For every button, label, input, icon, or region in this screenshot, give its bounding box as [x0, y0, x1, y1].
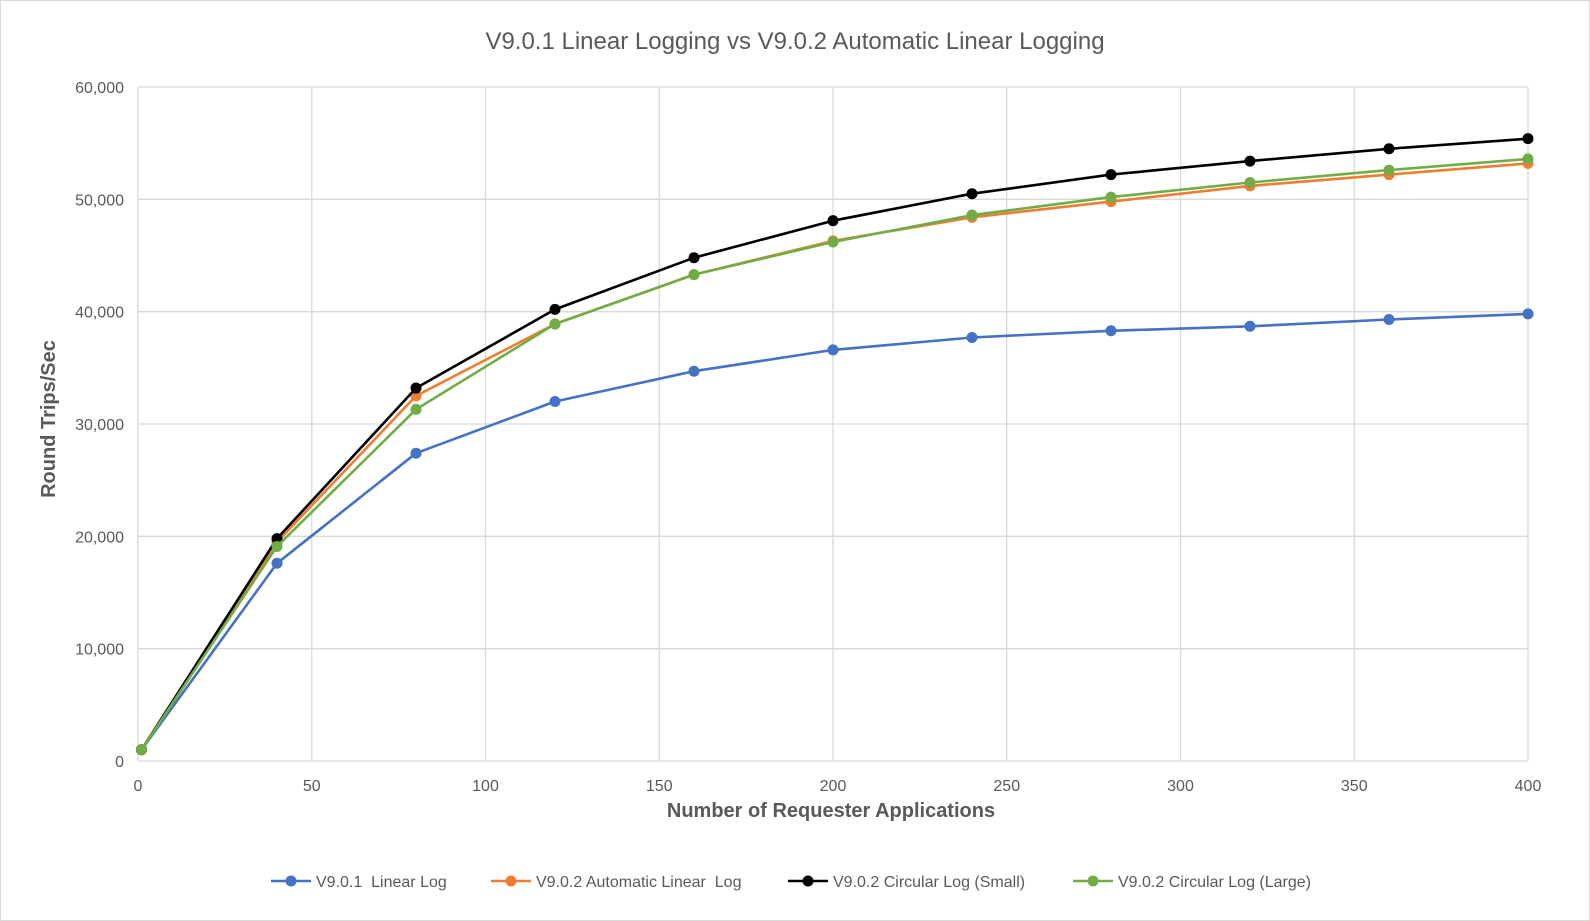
- legend-label: V9.0.2 Automatic Linear Log: [536, 874, 741, 891]
- data-point: [271, 540, 283, 552]
- data-point: [1244, 176, 1256, 188]
- series-line: [140, 312, 1529, 751]
- y-tick-label: 10,000: [75, 642, 124, 659]
- series-line: [140, 137, 1529, 751]
- x-tick-label: 100: [472, 778, 499, 795]
- series-0: [135, 308, 1534, 756]
- data-point: [410, 390, 422, 402]
- series-2: [135, 133, 1534, 756]
- data-point: [1244, 155, 1256, 167]
- data-point: [1105, 325, 1117, 337]
- data-point: [271, 557, 283, 569]
- series-line: [140, 157, 1529, 751]
- series-line: [140, 162, 1529, 751]
- x-tick-label: 0: [134, 778, 143, 795]
- y-axis-label: Round Trips/Sec: [38, 340, 60, 498]
- data-point: [827, 344, 839, 356]
- x-tick-label: 150: [646, 778, 673, 795]
- x-tick-label: 350: [1341, 778, 1368, 795]
- legend-label: V9.0.2 Circular Log (Small): [833, 874, 1025, 891]
- data-point: [1522, 308, 1534, 320]
- x-axis-label: Number of Requester Applications: [667, 800, 995, 822]
- series-3: [135, 153, 1534, 756]
- data-point: [271, 533, 283, 545]
- data-point: [1522, 153, 1534, 165]
- data-point: [966, 332, 978, 344]
- data-point: [688, 365, 700, 377]
- data-point: [410, 382, 422, 394]
- data-point: [549, 303, 561, 315]
- legend-label: V9.0.1 Linear Log: [316, 874, 447, 891]
- data-point: [549, 318, 561, 330]
- data-point: [1522, 133, 1534, 145]
- data-point: [827, 215, 839, 227]
- x-tick-label: 200: [820, 778, 847, 795]
- data-point: [966, 209, 978, 221]
- legend-marker: [285, 875, 297, 887]
- data-point: [1383, 164, 1395, 176]
- legend: V9.0.1 Linear Log V9.0.2 Automatic Linear…: [271, 874, 1311, 891]
- y-tick-label: 30,000: [75, 417, 124, 434]
- legend-item-0: V9.0.1 Linear Log: [271, 874, 447, 891]
- chart-title: V9.0.1 Linear Logging vs V9.0.2 Automati…: [485, 28, 1104, 55]
- y-axis-ticks: 0 10,000 20,000 30,000 40,000 50,000 60,000: [75, 80, 124, 771]
- x-tick-label: 50: [303, 778, 321, 795]
- legend-item-3: V9.0.2 Circular Log (Large): [1073, 874, 1311, 891]
- data-point: [135, 744, 147, 756]
- data-point: [1105, 169, 1117, 181]
- x-tick-label: 300: [1167, 778, 1194, 795]
- x-axis-ticks: 0 50 100 150 200 250 300 350 400: [134, 778, 1542, 795]
- data-point: [966, 188, 978, 200]
- data-point: [410, 447, 422, 459]
- legend-item-2: V9.0.2 Circular Log (Small): [788, 874, 1025, 891]
- legend-marker: [802, 875, 814, 887]
- y-tick-label: 60,000: [75, 80, 124, 97]
- legend-label: V9.0.2 Circular Log (Large): [1118, 874, 1311, 891]
- gridlines: [137, 86, 1529, 762]
- data-point: [1105, 191, 1117, 203]
- y-tick-label: 0: [115, 754, 124, 771]
- series-1: [135, 157, 1534, 756]
- data-point: [688, 252, 700, 264]
- y-tick-label: 50,000: [75, 192, 124, 209]
- data-point: [827, 236, 839, 248]
- data-point: [410, 403, 422, 415]
- x-tick-label: 250: [993, 778, 1020, 795]
- x-tick-label: 400: [1515, 778, 1542, 795]
- data-point: [1383, 314, 1395, 326]
- data-point: [688, 269, 700, 281]
- legend-item-1: V9.0.2 Automatic Linear Log: [491, 874, 741, 891]
- data-point: [549, 396, 561, 408]
- y-tick-label: 20,000: [75, 529, 124, 546]
- data-series: [135, 133, 1534, 756]
- legend-marker: [1087, 875, 1099, 887]
- data-point: [1244, 320, 1256, 332]
- data-point: [1383, 143, 1395, 155]
- y-tick-label: 40,000: [75, 305, 124, 322]
- legend-marker: [505, 875, 517, 887]
